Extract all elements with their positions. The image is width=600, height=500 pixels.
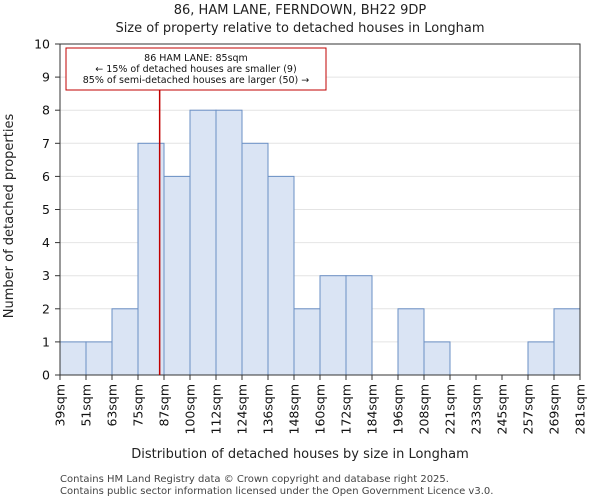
x-tick-label: 51sqm [79,384,94,427]
x-tick-label: 112sqm [209,384,224,434]
y-tick-label: 3 [42,268,50,283]
y-tick-label: 0 [42,368,50,383]
y-tick-label: 5 [42,202,50,217]
plot-frame [59,43,581,376]
bar [189,109,217,376]
bar [85,341,113,376]
bar [163,175,191,376]
y-axis-ticks: 0 1 2 3 4 5 6 7 8 9 10 [34,37,60,383]
x-tick-label: 136sqm [261,384,276,434]
bar [267,175,295,376]
x-tick-label: 257sqm [521,384,536,434]
annotation-line1: 86 HAM LANE: 85sqm [144,53,248,64]
x-tick-label: 233sqm [469,384,484,434]
bar [553,308,581,376]
x-tick-label: 124sqm [235,384,250,434]
x-tick-label: 245sqm [495,384,510,434]
bar [397,308,425,376]
annotation-frame [65,47,327,91]
annotation-line2: ← 15% of detached houses are smaller (9) [95,64,296,75]
x-tick-label: 172sqm [339,384,354,434]
x-axis-ticks: 39sqm 51sqm 63sqm 75sqm 87sqm 100sqm 112sqm 124… [53,375,588,434]
y-tick-label: 4 [42,235,50,250]
footer-line2: Contains public sector information licen… [60,486,493,497]
annotation-box: 86 HAM LANE: 85sqm ← 15% of detached hou… [65,47,327,91]
annotation-line3: 85% of semi-detached houses are larger (… [83,75,310,86]
y-tick-label: 10 [34,37,50,52]
y-tick-label: 7 [42,136,50,151]
footer-line1: Contains HM Land Registry data © Crown c… [60,474,449,485]
x-axis-label: Distribution of detached houses by size … [131,447,469,462]
x-tick-label: 208sqm [417,384,432,434]
chart-title-line1: 86, HAM LANE, FERNDOWN, BH22 9DP [174,3,427,18]
x-tick-label: 160sqm [313,384,328,434]
bar [241,142,269,376]
x-tick-label: 75sqm [131,384,146,427]
bar [111,308,139,376]
x-tick-label: 87sqm [157,384,172,427]
bar [527,341,555,376]
x-tick-label: 63sqm [105,384,120,427]
bar [293,308,321,376]
y-tick-label: 9 [42,70,50,85]
bar [59,341,87,376]
y-tick-label: 2 [42,301,50,316]
bar [345,275,373,376]
x-tick-label: 184sqm [365,384,380,434]
y-tick-label: 1 [42,334,50,349]
x-tick-label: 39sqm [53,384,68,427]
x-tick-label: 196sqm [391,384,406,434]
y-axis-label: Number of detached properties [2,114,17,319]
bar [423,341,451,376]
bar [215,109,243,376]
x-tick-label: 221sqm [443,384,458,434]
x-tick-label: 281sqm [573,384,588,434]
x-tick-label: 148sqm [287,384,302,434]
y-tick-label: 6 [42,169,50,184]
x-tick-label: 100sqm [183,384,198,434]
y-tick-label: 8 [42,103,50,118]
chart-title-line2: Size of property relative to detached ho… [115,21,484,36]
bar [319,275,347,376]
x-tick-label: 269sqm [547,384,562,434]
